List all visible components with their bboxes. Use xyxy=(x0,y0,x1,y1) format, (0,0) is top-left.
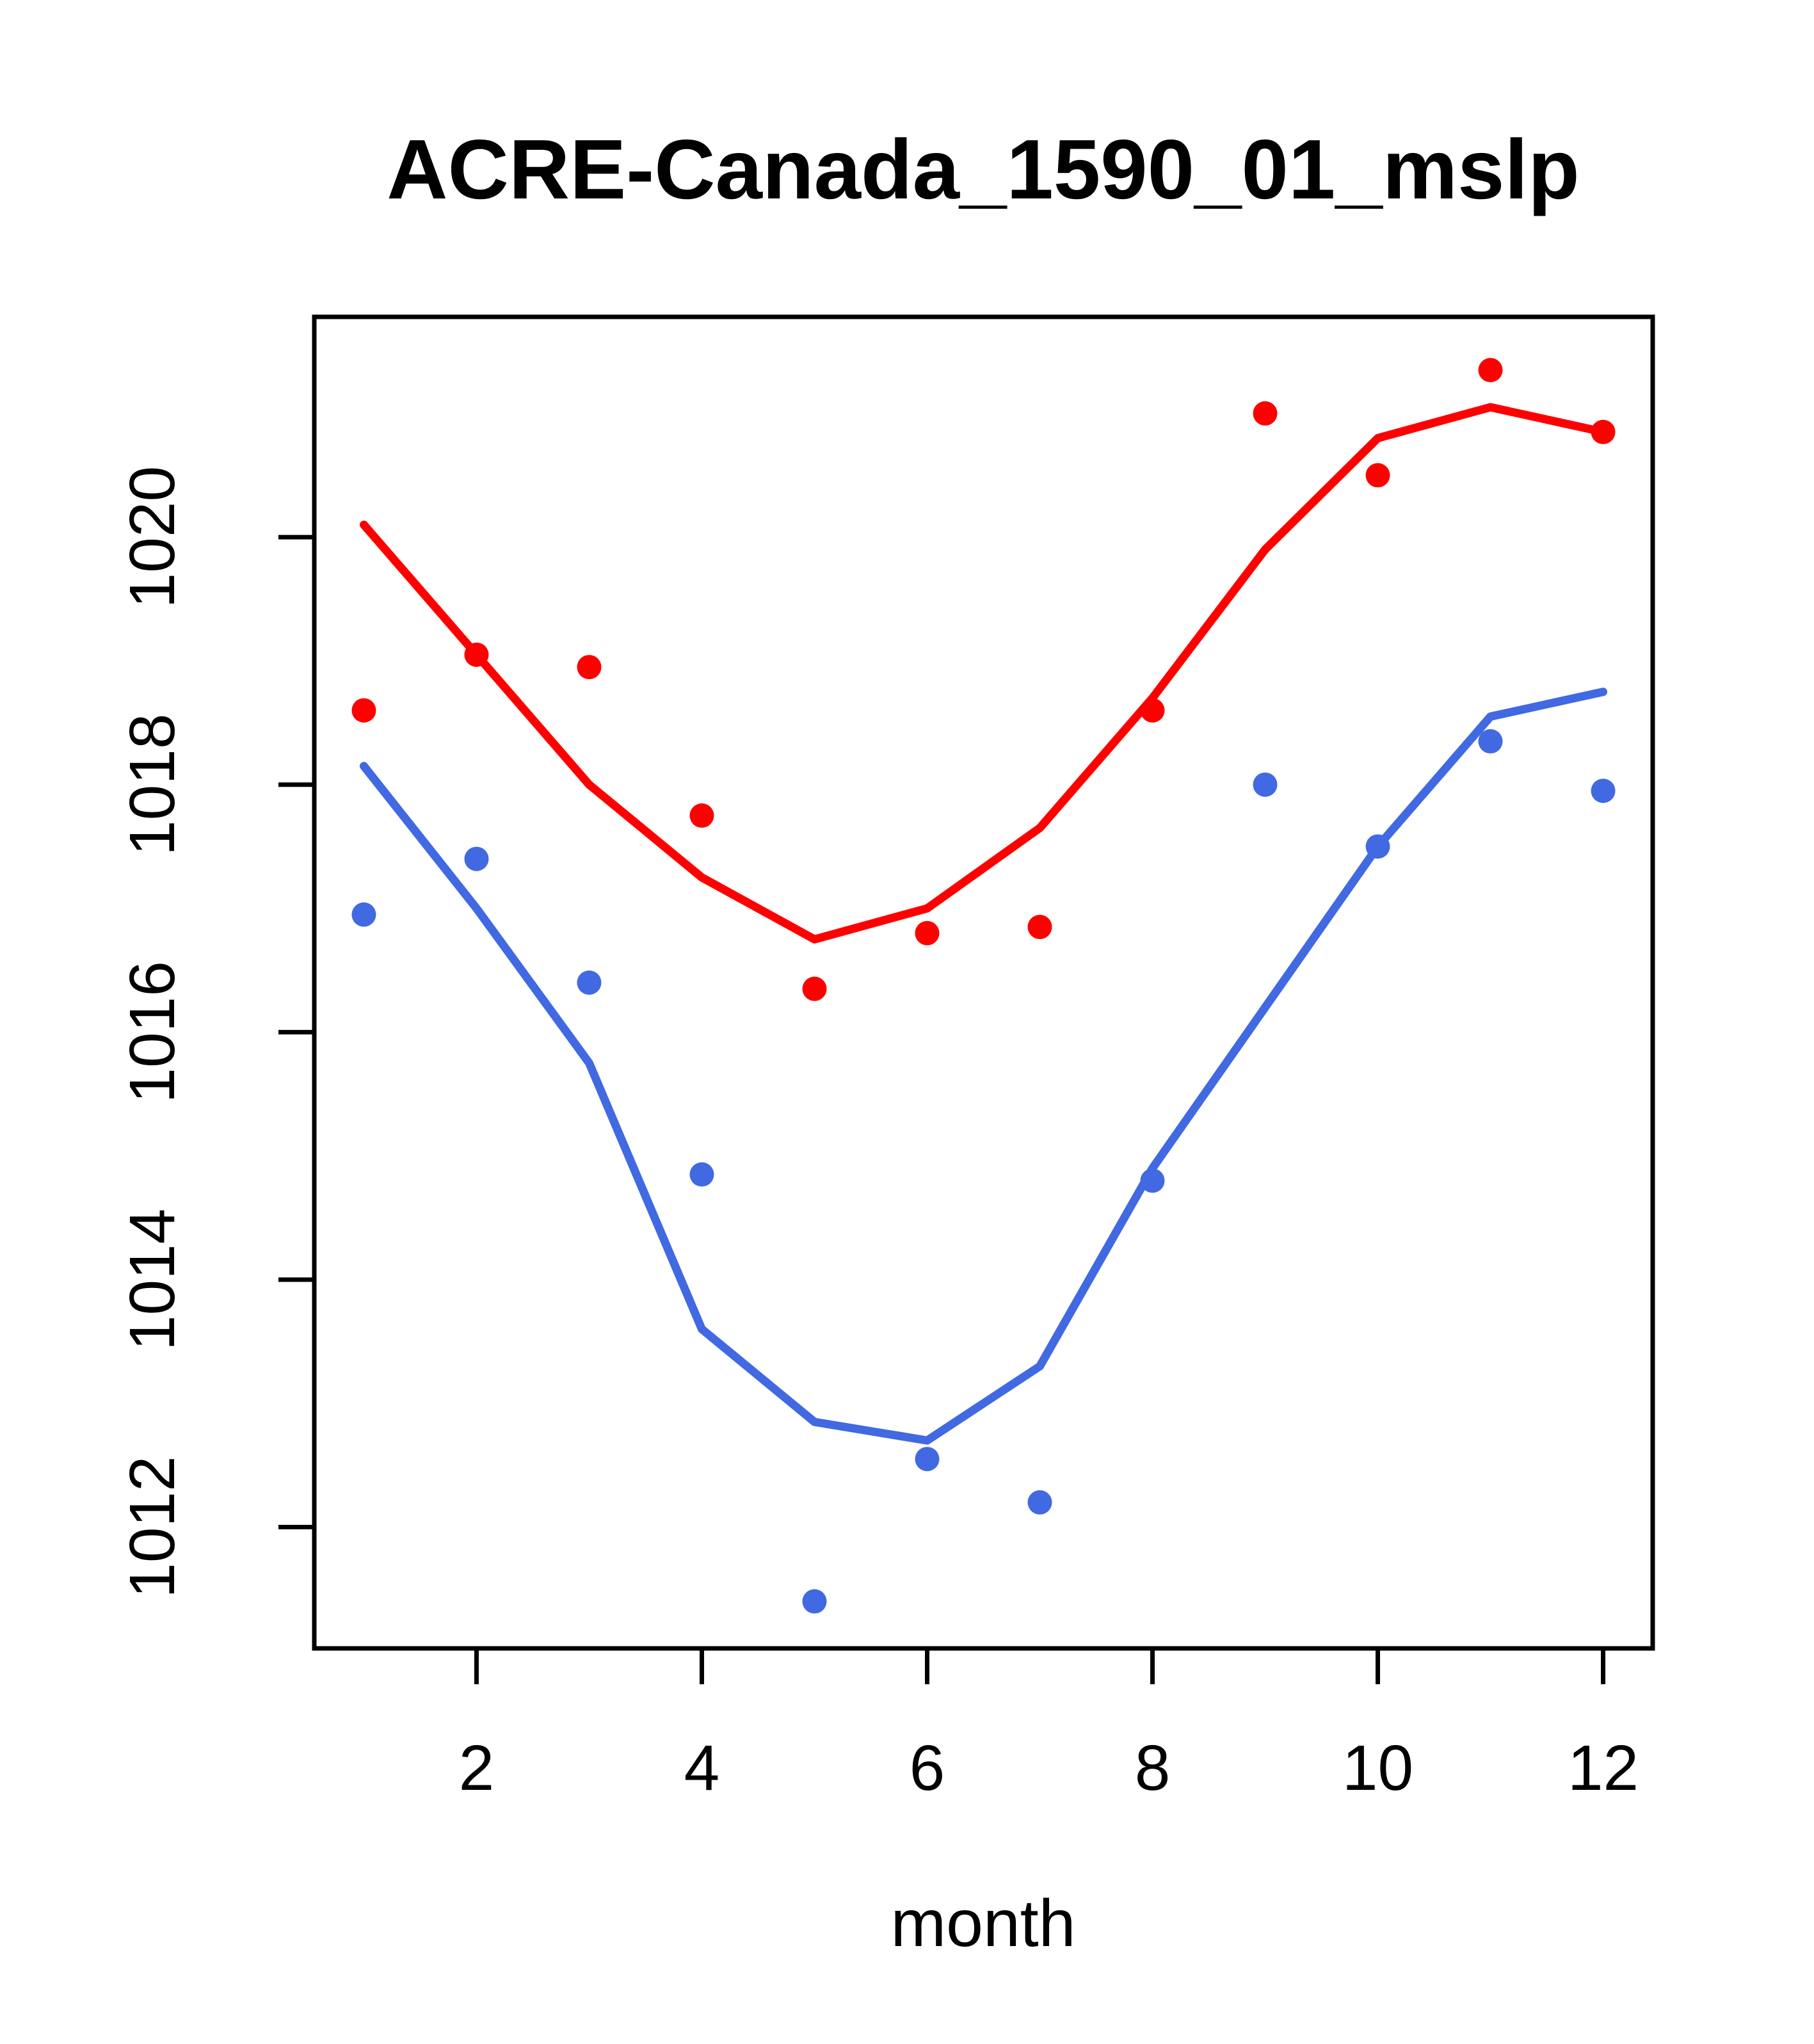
red-point xyxy=(464,642,489,667)
x-tick-label: 2 xyxy=(459,1732,495,1804)
y-tick-label: 1014 xyxy=(116,1209,188,1351)
blue-smooth-line xyxy=(359,688,1608,1445)
y-tick-label: 1016 xyxy=(116,961,188,1103)
blue-point xyxy=(464,846,489,871)
blue-point xyxy=(689,1162,714,1187)
red-point xyxy=(1591,419,1616,444)
red-point xyxy=(1027,915,1052,940)
x-tick-label: 4 xyxy=(684,1732,720,1804)
red-point xyxy=(577,655,602,680)
data-series xyxy=(351,358,1616,1614)
plot-frame xyxy=(312,314,1655,1651)
blue-point xyxy=(1140,1168,1165,1193)
blue-point xyxy=(1027,1490,1052,1515)
x-axis-label: month xyxy=(890,1887,1075,1961)
red-point xyxy=(1365,463,1390,488)
red-point xyxy=(689,803,714,828)
blue-point xyxy=(1478,729,1503,754)
y-tick-label: 1012 xyxy=(116,1456,188,1598)
red-point xyxy=(1478,358,1503,383)
red-point xyxy=(915,921,940,946)
x-tick-label: 12 xyxy=(1568,1732,1639,1804)
y-tick-label: 1018 xyxy=(116,713,188,855)
plot-border xyxy=(312,314,1655,1651)
blue-point xyxy=(1365,834,1390,859)
x-tick-label: 8 xyxy=(1135,1732,1171,1804)
blue-point xyxy=(915,1447,940,1472)
x-tick-label: 6 xyxy=(910,1732,945,1804)
red-smooth-line xyxy=(359,403,1608,944)
red-point xyxy=(351,698,376,723)
chart-title: ACRE-Canada_1590_01_mslp xyxy=(387,122,1580,216)
blue-point xyxy=(1253,772,1278,797)
red-point xyxy=(802,976,827,1001)
blue-point xyxy=(1591,778,1616,803)
red-point xyxy=(1253,401,1278,426)
red-point xyxy=(1140,698,1165,723)
blue-point xyxy=(351,902,376,927)
blue-point xyxy=(577,970,602,995)
y-tick-label: 1020 xyxy=(116,466,188,608)
x-tick-label: 10 xyxy=(1342,1732,1413,1804)
blue-point xyxy=(802,1589,827,1614)
